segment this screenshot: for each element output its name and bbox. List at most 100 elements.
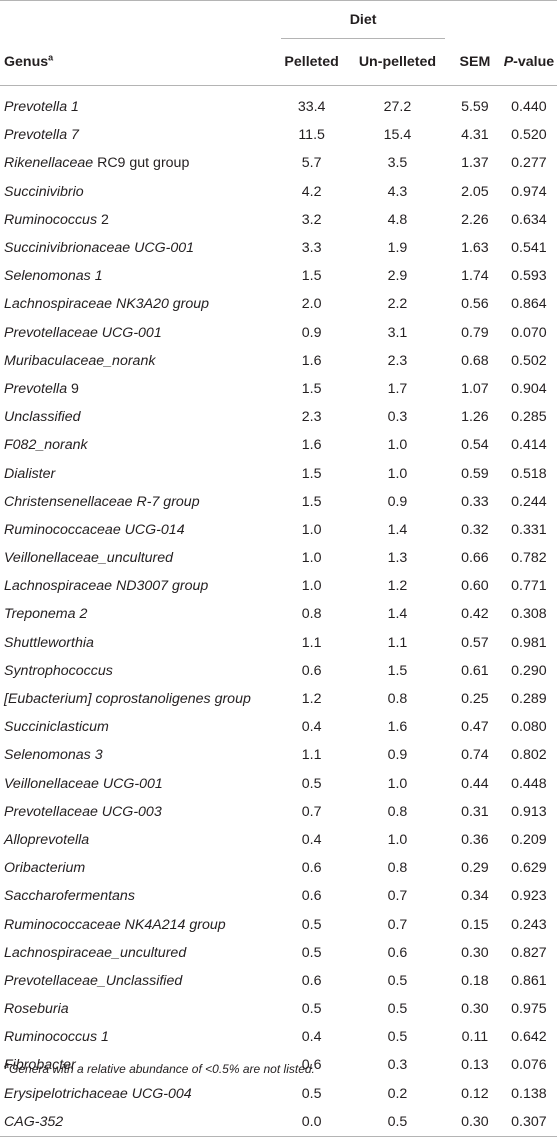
table-body: Prevotella 1 33.4 27.2 5.59 0.440 Prevotella …	[0, 86, 557, 1137]
sem-cell: 0.59	[461, 465, 489, 482]
col-header-sem: SEM	[448, 39, 501, 86]
pelleted-cell: 2.3	[301, 409, 322, 426]
pelleted-cell: 0.4	[301, 719, 322, 736]
p-value-cell: 0.913	[511, 803, 547, 820]
table-row: Selenomonas 3 1.1 0.9 0.74 0.802	[0, 741, 557, 769]
genus-cell: Ruminococcus 2	[4, 211, 109, 228]
sem-cell: 0.30	[461, 1001, 489, 1018]
pelleted-cell: 11.5	[298, 127, 325, 144]
pelleted-cell: 1.5	[301, 380, 322, 397]
pelleted-cell: 1.6	[301, 437, 322, 454]
sem-cell: 0.25	[461, 691, 489, 708]
genus-cell: Lachnospiraceae_uncultured	[4, 944, 187, 961]
sem-cell: 0.79	[461, 324, 489, 341]
pelleted-cell: 1.0	[301, 521, 322, 538]
pelleted-cell: 4.2	[301, 183, 322, 200]
sem-cell: 4.31	[461, 127, 489, 144]
sem-cell: 5.59	[461, 99, 489, 116]
sem-cell: 1.74	[461, 268, 489, 285]
sem-cell: 0.13	[461, 1057, 489, 1074]
sem-cell: 1.63	[461, 240, 489, 257]
unpelleted-cell: 0.3	[387, 409, 408, 426]
col-header-p-value: P-value	[500, 39, 557, 86]
unpelleted-cell: 1.4	[387, 521, 408, 538]
p-value-cell: 0.243	[511, 916, 547, 933]
genus-cell: Prevotella 7	[4, 127, 79, 144]
genus-cell: Christensenellaceae R-7 group	[4, 493, 200, 510]
p-value-cell: 0.802	[511, 747, 547, 764]
pelleted-cell: 0.7	[301, 803, 322, 820]
genus-cell: Prevotella 9	[4, 380, 79, 397]
table-row: Prevotella 9 1.5 1.7 1.07 0.904	[0, 375, 557, 403]
unpelleted-cell: 1.7	[387, 380, 408, 397]
table-row: Prevotellaceae UCG-001 0.9 3.1 0.79 0.070	[0, 319, 557, 347]
unpelleted-cell: 27.2	[383, 99, 412, 116]
sem-cell: 0.30	[448, 1107, 501, 1137]
genus-cell: Oribacterium	[4, 860, 86, 877]
genus-cell: Prevotella 1	[4, 99, 79, 116]
genus-cell: CAG-352	[0, 1107, 278, 1137]
sem-cell: 2.26	[461, 211, 489, 228]
sem-cell: 0.44	[461, 775, 489, 792]
unpelleted-cell: 1.9	[387, 240, 408, 257]
pelleted-cell: 33.4	[297, 99, 326, 116]
unpelleted-cell: 2.3	[387, 352, 408, 369]
p-value-cell: 0.593	[511, 268, 547, 285]
unpelleted-cell: 0.8	[387, 691, 408, 708]
p-value-cell: 0.138	[511, 1085, 547, 1102]
pelleted-cell: 0.5	[301, 1085, 322, 1102]
sem-cell: 0.36	[461, 831, 489, 848]
pelleted-cell: 0.5	[301, 916, 322, 933]
table-row: Lachnospiraceae ND3007 group 1.0 1.2 0.60 0.…	[0, 572, 557, 600]
genus-cell: Dialister	[4, 465, 56, 482]
genus-cell: Succiniclasticum	[4, 719, 109, 736]
sem-cell: 0.66	[461, 550, 489, 567]
genus-cell: Lachnospiraceae NK3A20 group	[4, 296, 210, 313]
p-value-cell: 0.277	[511, 155, 547, 172]
table-row: Selenomonas 1 1.5 2.9 1.74 0.593	[0, 262, 557, 290]
p-value-cell: 0.520	[511, 127, 547, 144]
table-row: CAG-352 0.0 0.5 0.30 0.307	[0, 1107, 557, 1137]
genus-cell: Prevotellaceae UCG-001	[4, 324, 162, 341]
table-row: Dialister 1.5 1.0 0.59 0.518	[0, 459, 557, 487]
sem-cell: 0.30	[461, 944, 489, 961]
genus-cell: Selenomonas 1	[4, 268, 103, 285]
p-value-cell: 0.414	[511, 437, 547, 454]
sem-cell: 1.26	[461, 409, 489, 426]
pelleted-cell: 3.2	[301, 211, 322, 228]
genus-cell: Ruminococcaceae UCG-014	[4, 521, 185, 538]
table-row: Succinivibrio 4.2 4.3 2.05 0.974	[0, 178, 557, 206]
unpelleted-cell: 1.2	[387, 578, 408, 595]
header-column-row: Genusa Pelleted Un-pelleted SEM P-value	[0, 39, 557, 86]
table-row: Prevotellaceae_Unclassified 0.6 0.5 0.18 0.8…	[0, 967, 557, 995]
genus-cell: Selenomonas 3	[4, 747, 103, 764]
genus-cell: Succinivibrionaceae UCG-001	[4, 240, 195, 257]
sem-cell: 0.68	[461, 352, 489, 369]
table-row: Muribaculaceae_norank 1.6 2.3 0.68 0.502	[0, 347, 557, 375]
table-row: Ruminococcus 2 3.2 4.8 2.26 0.634	[0, 206, 557, 234]
pelleted-cell: 0.6	[301, 662, 322, 679]
p-value-cell: 0.080	[511, 719, 547, 736]
p-value-cell: 0.861	[511, 972, 547, 989]
unpelleted-cell: 2.9	[387, 268, 408, 285]
sem-cell: 0.32	[461, 521, 489, 538]
p-value-cell: 0.541	[511, 240, 547, 257]
sem-cell: 0.29	[461, 860, 489, 877]
sem-cell: 0.33	[461, 493, 489, 510]
unpelleted-cell: 3.5	[387, 155, 408, 172]
header-group-row: Diet	[0, 0, 557, 39]
genus-cell: Veillonellaceae_uncultured	[4, 550, 174, 567]
table-row: Ruminococcus 1 0.4 0.5 0.11 0.642	[0, 1023, 557, 1051]
genus-cell: Fibrobacter	[4, 1057, 76, 1074]
table-row: Ruminococcaceae UCG-014 1.0 1.4 0.32 0.331	[0, 516, 557, 544]
table-row: Prevotella 1 33.4 27.2 5.59 0.440	[0, 86, 557, 122]
genus-cell: Prevotellaceae UCG-003	[4, 803, 162, 820]
unpelleted-cell: 0.6	[387, 944, 408, 961]
table-row: Rikenellaceae RC9 gut group 5.7 3.5 1.37 0.2…	[0, 149, 557, 177]
p-value-cell: 0.285	[511, 409, 547, 426]
unpelleted-cell: 1.0	[387, 775, 408, 792]
p-value-cell: 0.244	[511, 493, 547, 510]
genus-cell: Prevotellaceae_Unclassified	[4, 972, 183, 989]
genus-cell: Ruminococcaceae NK4A214 group	[4, 916, 226, 933]
